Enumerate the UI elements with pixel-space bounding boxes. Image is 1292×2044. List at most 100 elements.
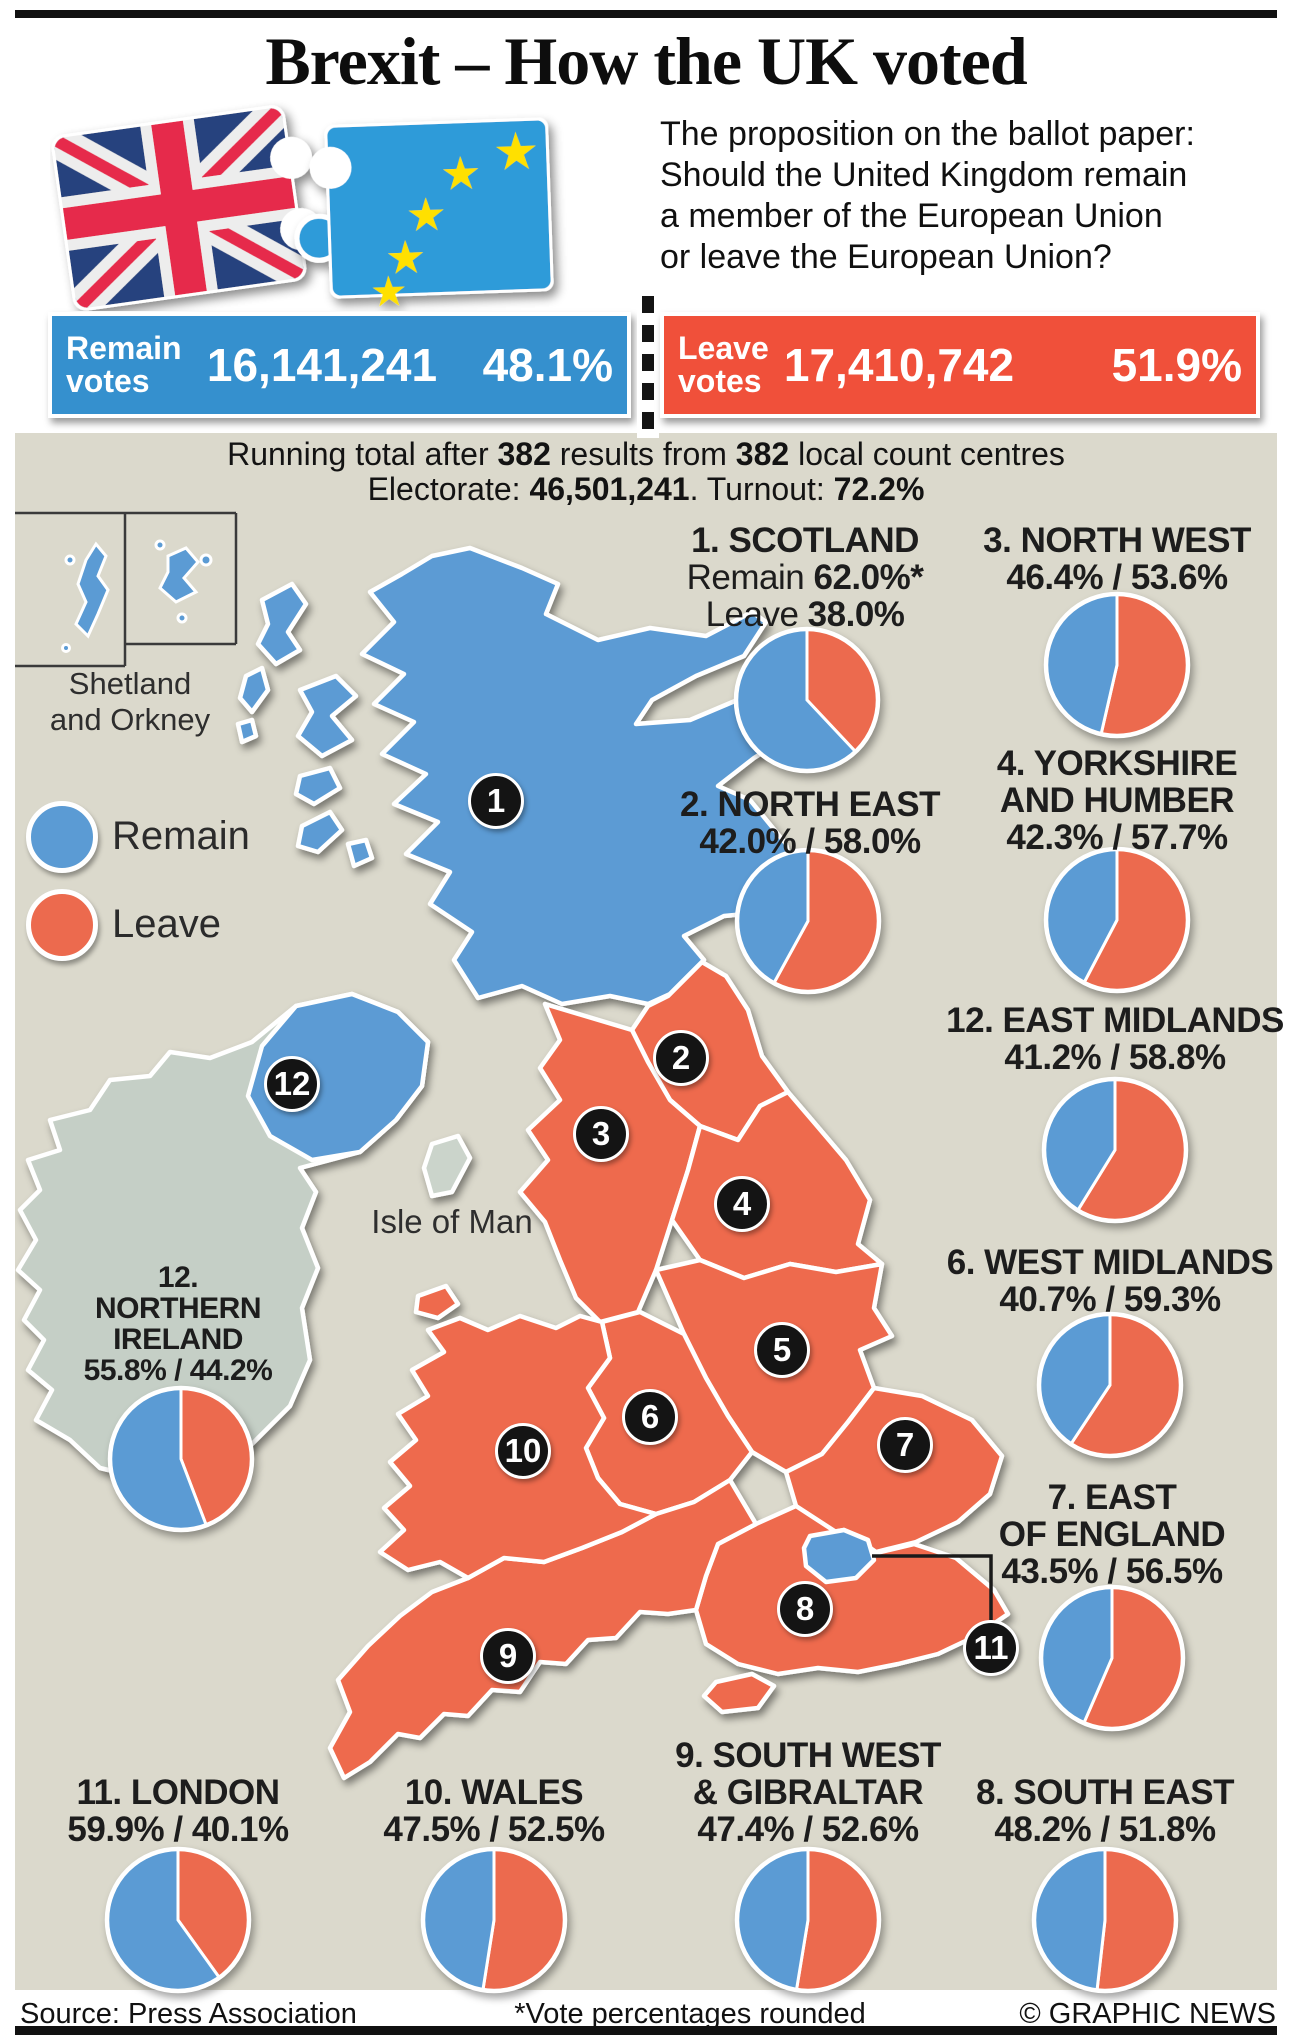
london-callout-line — [872, 1554, 993, 1620]
svg-text:★: ★ — [369, 266, 408, 311]
map-badge-scotland: 1 — [468, 773, 524, 829]
region-shape-north-west — [517, 1001, 703, 1325]
region-label-south_east: 8. SOUTH EAST 48.2% / 51.8% — [976, 1773, 1234, 1849]
region-label-west_midlands: 6. WEST MIDLANDS 40.7% / 59.3% — [946, 1243, 1274, 1319]
region-shape-northern-ireland — [245, 991, 431, 1163]
island-shetland-islet — [61, 643, 71, 653]
proposition-line: a member of the European Union — [660, 197, 1163, 235]
map-badge-north_east: 2 — [653, 1030, 709, 1086]
publisher-credit: © GRAPHIC NEWS — [1019, 1998, 1276, 2030]
region-label-east_midlands: 12. EAST MIDLANDS 41.2% / 58.8% — [946, 1001, 1284, 1077]
svg-text:★: ★ — [492, 122, 541, 184]
leave-percentage: 51.9% — [1111, 339, 1242, 391]
island-orkney-islet — [199, 553, 213, 567]
running-total-line: Running total after 382 results from 382… — [227, 436, 1065, 472]
region-label-north_west: 3. NORTH WEST 46.4% / 53.6% — [983, 521, 1251, 597]
region-shape-south-west — [327, 1477, 759, 1781]
svg-text:★: ★ — [439, 146, 482, 201]
uk-eu-puzzle-graphic: ★ ★ ★ ★ ★ — [51, 105, 554, 311]
svg-text:★: ★ — [384, 230, 427, 285]
region-label-london: 11. LONDON 59.9% / 40.1% — [67, 1773, 289, 1849]
proposition-line: The proposition on the ballot paper: — [660, 115, 1195, 153]
map-badge-south_west_gibraltar: 9 — [480, 1628, 536, 1684]
island-arran — [345, 837, 375, 869]
region-shape-london — [801, 1527, 877, 1585]
union-jack-puzzle-piece — [51, 105, 323, 311]
island-isle-of-wight — [701, 1671, 777, 1715]
island-barra — [235, 717, 259, 745]
inset-boxes — [15, 511, 238, 668]
remain-votes-bar: Remain votes 16,141,241 48.1% — [48, 312, 631, 418]
island-uist — [237, 665, 271, 715]
island-mull — [293, 765, 343, 807]
island-lewis — [255, 581, 309, 667]
map-badge-yorkshire_humber: 4 — [714, 1176, 770, 1232]
island-shetland — [74, 541, 110, 639]
ballot-perforation-divider — [637, 292, 659, 438]
remain-vote-count: 16,141,241 — [206, 339, 438, 391]
legend-remain-swatch — [26, 801, 98, 873]
svg-text:★: ★ — [405, 187, 448, 242]
legend-leave-label: Leave — [112, 902, 221, 946]
footnote: *Vote percentages rounded — [514, 1998, 866, 2030]
map-badge-south_east: 8 — [777, 1581, 833, 1637]
ballot-proposition: The proposition on the ballot paper: Sho… — [660, 114, 1260, 278]
eu-stars: ★ ★ ★ ★ ★ — [369, 122, 541, 311]
leave-votes-bar: Leave votes 17,410,742 51.9% — [660, 312, 1260, 418]
proposition-line: Should the United Kingdom remain — [660, 156, 1188, 194]
region-label-wales: 10. WALES 47.5% / 52.5% — [383, 1773, 605, 1849]
pie-south_east — [1026, 1841, 1184, 2004]
map-badge-wales: 10 — [495, 1423, 551, 1479]
remain-bar-label: Remain votes — [66, 330, 182, 399]
region-label-yorkshire_humber: 4. YORKSHIRE AND HUMBER 42.3% / 57.7% — [996, 744, 1238, 857]
top-rule — [15, 10, 1277, 18]
pie-west_midlands — [1031, 1306, 1189, 1469]
region-shape-scotland — [359, 545, 809, 1007]
region-label-scotland: 1. SCOTLAND Remain 62.0%* Leave 38.0% — [686, 521, 924, 634]
eu-flag-puzzle-piece: ★ ★ ★ ★ ★ — [294, 117, 554, 311]
pie-north_west — [1038, 586, 1196, 749]
remain-percentage: 48.1% — [482, 339, 613, 391]
legend-remain-label: Remain — [112, 814, 250, 858]
pie-south_west_gibraltar — [729, 1841, 887, 2004]
pie-east_of_england — [1033, 1579, 1191, 1742]
source-credit: Source: Press Association — [20, 1998, 357, 2030]
region-shape-yorkshire-humber — [669, 1089, 885, 1281]
region-label-northern_ireland: 12. NORTHERN IRELAND 55.8% / 44.2% — [83, 1261, 273, 1387]
island-orkney-islet — [154, 539, 166, 551]
pie-wales — [415, 1841, 573, 2004]
electorate-turnout-line: Electorate: 46,501,241. Turnout: 72.2% — [367, 471, 925, 507]
island-orkney-islet — [176, 612, 188, 624]
island-islay — [295, 809, 345, 855]
page-title: Brexit – How the UK voted — [265, 23, 1027, 99]
pie-northern_ireland — [102, 1380, 260, 1543]
map-badge-east_of_england: 7 — [877, 1417, 933, 1473]
pie-london — [99, 1841, 257, 2004]
region-label-east_of_england: 7. EAST OF ENGLAND 43.5% / 56.5% — [998, 1478, 1226, 1591]
island-orkney — [158, 546, 200, 604]
region-label-north_east: 2. NORTH EAST 42.0% / 58.0% — [680, 785, 940, 861]
map-badge-north_west: 3 — [573, 1106, 629, 1162]
leave-vote-count: 17,410,742 — [783, 339, 1015, 391]
map-badge-east_midlands: 5 — [754, 1322, 810, 1378]
map-badge-northern_ireland: 12 — [264, 1056, 320, 1112]
map-badge-london: 11 — [963, 1620, 1019, 1676]
island-shetland-islet — [64, 554, 76, 566]
pie-yorkshire_humber — [1038, 841, 1196, 1004]
isle-of-man-label: Isle of Man — [371, 1203, 533, 1240]
uk-region-map — [15, 511, 1011, 1781]
island-anglesey — [413, 1283, 461, 1321]
proposition-line: or leave the European Union? — [660, 238, 1112, 276]
pie-east_midlands — [1036, 1071, 1194, 1234]
region-shape-isle-of-man — [421, 1133, 473, 1199]
region-label-south_west_gibraltar: 9. SOUTH WEST & GIBRALTAR 47.4% / 52.6% — [675, 1736, 941, 1849]
island-skye — [295, 673, 359, 759]
pie-north_east — [729, 842, 887, 1005]
leave-bar-label: Leave votes — [678, 330, 769, 399]
pie-scotland — [728, 621, 886, 784]
legend-leave-swatch — [26, 889, 98, 961]
bottom-rule — [15, 2026, 1277, 2035]
map-badge-west_midlands: 6 — [622, 1389, 678, 1445]
shetland-orkney-label: Shetland and Orkney — [49, 666, 211, 737]
